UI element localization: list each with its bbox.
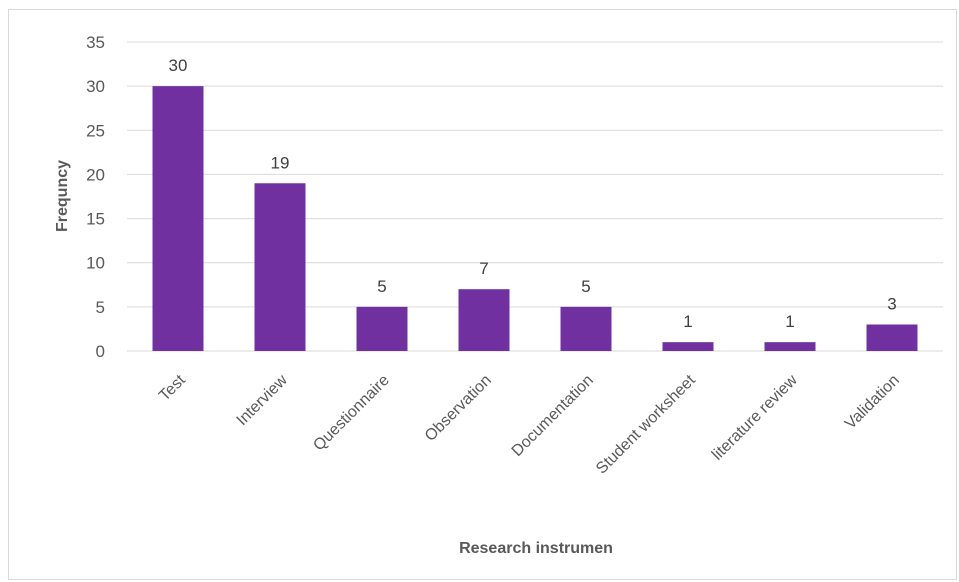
y-tick-label: 15 [86, 210, 105, 229]
data-label: 3 [887, 295, 896, 314]
x-axis-ticks: Test Interview Questionnaire Observation Doc… [156, 371, 903, 477]
bar [458, 289, 510, 351]
data-label: 19 [271, 153, 290, 172]
x-tick-label: Documentation [509, 372, 597, 460]
data-label: 5 [581, 277, 590, 296]
data-label: 5 [377, 277, 386, 296]
y-tick-label: 5 [96, 298, 105, 317]
data-label: 30 [169, 56, 188, 75]
y-tick-label: 10 [86, 254, 105, 273]
y-tick-label: 25 [86, 121, 105, 140]
x-tick-label: Observation [422, 372, 495, 445]
x-tick-label: Questionnaire [310, 372, 393, 455]
bar [662, 342, 714, 351]
bar [356, 306, 408, 351]
bar [866, 324, 918, 351]
x-axis-title: Research instrumen [459, 540, 613, 557]
bar [764, 342, 816, 351]
data-label: 1 [683, 312, 692, 331]
y-axis-title: Frequncy [54, 160, 71, 232]
y-tick-label: 20 [86, 165, 105, 184]
y-tick-label: 0 [96, 342, 105, 361]
x-tick-label: literature review [709, 371, 801, 463]
x-tick-label: Test [156, 371, 189, 404]
x-tick-label: Validation [842, 372, 903, 433]
y-tick-label: 30 [86, 77, 105, 96]
data-label: 1 [785, 312, 794, 331]
bar [254, 183, 306, 351]
data-label: 7 [479, 259, 488, 278]
x-tick-label: Student worksheet [593, 371, 699, 477]
data-labels: 30 19 5 7 5 1 1 3 [169, 56, 897, 331]
bar [560, 306, 612, 351]
bar [152, 86, 204, 352]
gridlines [127, 41, 943, 352]
x-tick-label: Interview [234, 371, 292, 429]
y-tick-label: 35 [86, 33, 105, 52]
bars [152, 86, 918, 352]
y-axis-ticks: 0 5 10 15 20 25 30 35 [86, 33, 105, 361]
